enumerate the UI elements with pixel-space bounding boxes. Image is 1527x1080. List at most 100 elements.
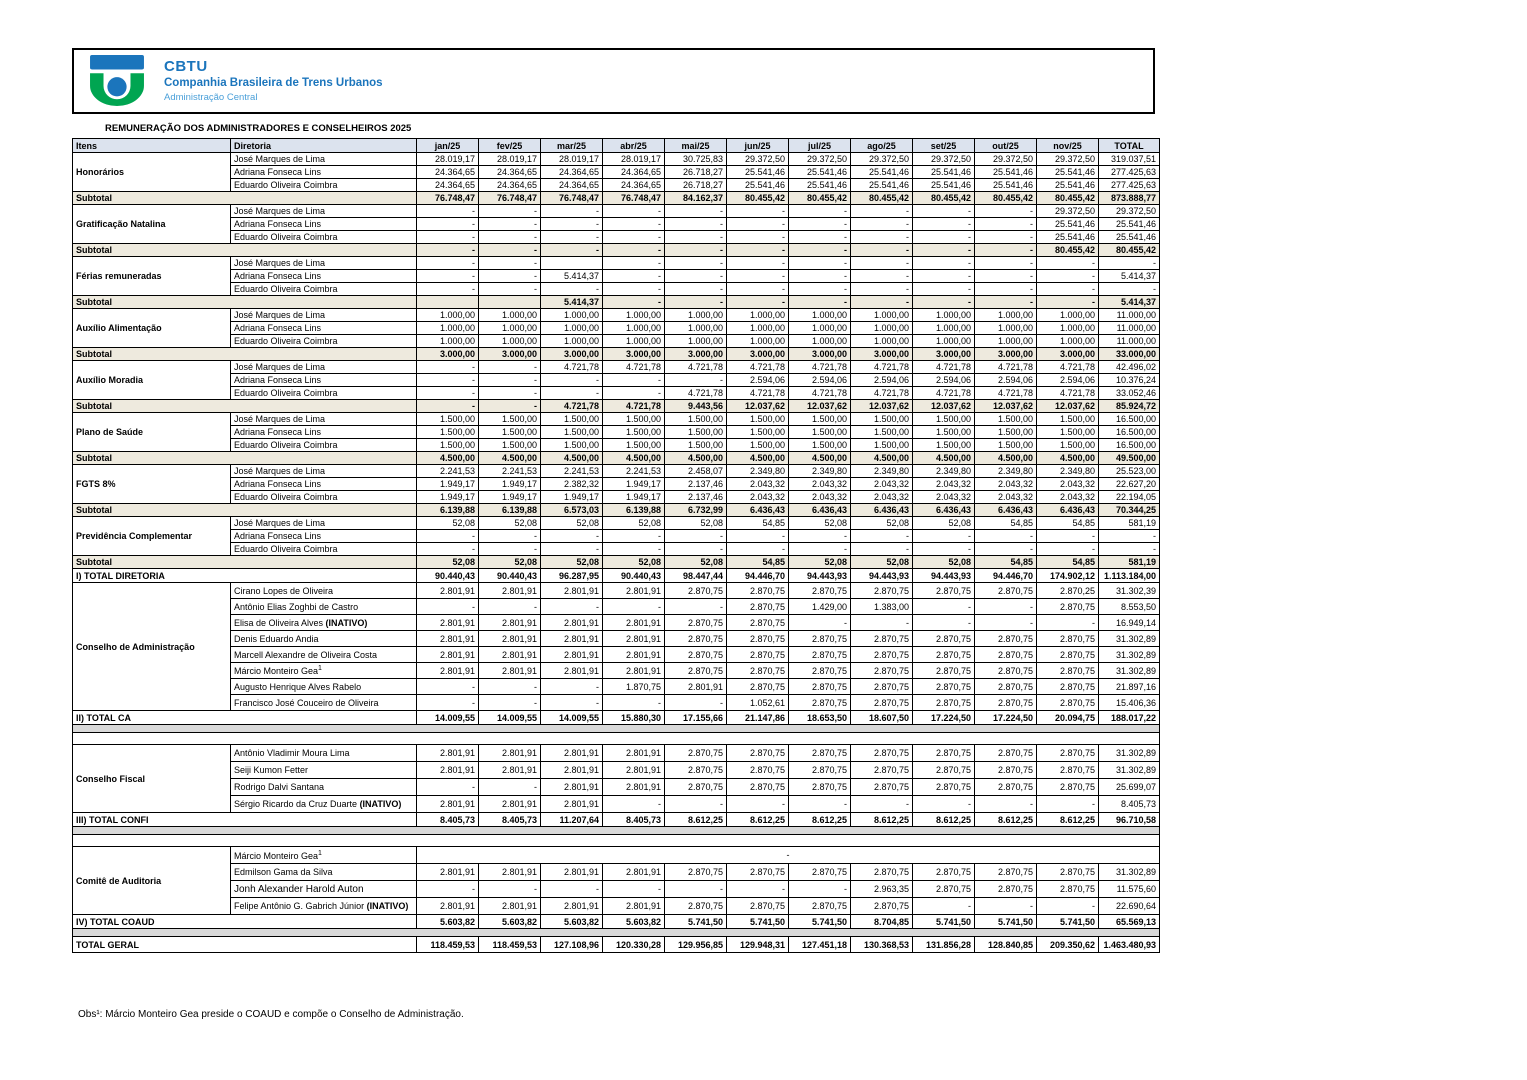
value-cell: 80.455,42 — [1036, 243, 1099, 257]
value-cell: 118.459,53 — [416, 936, 479, 953]
value-cell: 11.000,00 — [1098, 334, 1160, 348]
value-cell: 2.870,75 — [664, 761, 727, 779]
value-cell: 2.801,91 — [540, 744, 603, 762]
value-cell: 5.603,82 — [602, 914, 665, 929]
value-cell: 2.043,32 — [788, 477, 851, 491]
value-cell: 1.500,00 — [788, 438, 851, 452]
value-cell: 9.443,56 — [664, 399, 727, 413]
table-row: Honorários José Marques de Lima 28.019,17 2… — [72, 152, 1160, 192]
value-cell: 2.594,06 — [788, 373, 851, 387]
value-cell: 22.627,20 — [1098, 477, 1160, 491]
value-cell: 1.500,00 — [540, 425, 603, 439]
value-cell: 2.801,91 — [416, 761, 479, 779]
value-cell: 2.801,91 — [416, 863, 479, 881]
person-name-cell: Eduardo Oliveira Coimbra — [230, 282, 417, 296]
subtotal-row: Subtotal 76.748,47 76.748,47 76.748,47 76.74… — [72, 191, 1160, 205]
value-cell: 25.541,46 — [788, 178, 851, 192]
value-cell: 16.949,14 — [1098, 614, 1160, 631]
value-cell: 4.721,78 — [664, 386, 727, 400]
value-cell: 4.721,78 — [1036, 360, 1099, 374]
value-cell: 1.500,00 — [850, 438, 913, 452]
table-row: Férias remuneradas José Marques de Lima - -… — [72, 256, 1160, 296]
value-cell: - — [664, 373, 727, 387]
value-cell: 2.870,75 — [1036, 744, 1099, 762]
value-cell: - — [1036, 897, 1099, 915]
value-cell: 25.541,46 — [1036, 230, 1099, 244]
value-cell: - — [478, 880, 541, 898]
value-cell: 3.000,00 — [664, 347, 727, 361]
value-cell: 12.037,62 — [912, 399, 975, 413]
value-cell: 2.870,75 — [664, 582, 727, 599]
value-cell: 2.043,32 — [788, 490, 851, 504]
value-cell: 25.541,46 — [726, 178, 789, 192]
value-cell: 2.801,91 — [540, 646, 603, 663]
value-cell: - — [726, 243, 789, 257]
table-row: Adriana Fonseca Lins 1.000,00 1.000,00 1.00… — [73, 321, 1160, 335]
value-cell: 3.000,00 — [974, 347, 1037, 361]
spacer-cell — [72, 732, 1160, 745]
value-cell: 6.436,43 — [726, 503, 789, 517]
person-name-cell: Eduardo Oliveira Coimbra — [230, 334, 417, 348]
value-cell: - — [788, 542, 851, 556]
value-cell: 2.349,80 — [974, 464, 1037, 478]
person-name-cell: Denis Eduardo Andia — [230, 630, 417, 647]
table-row: Gratificação Natalina José Marques de Lim… — [72, 204, 1160, 244]
value-cell: 29.372,50 — [726, 152, 789, 166]
value-cell: - — [478, 360, 541, 374]
value-cell: 4.721,78 — [912, 360, 975, 374]
value-cell: 42.496,02 — [1098, 360, 1160, 374]
value-cell: 1.000,00 — [540, 321, 603, 335]
value-cell: - — [416, 678, 479, 695]
value-cell: 6.436,43 — [912, 503, 975, 517]
value-cell: 98.447,44 — [664, 568, 727, 583]
org-name: Companhia Brasileira de Trens Urbanos — [164, 76, 383, 89]
value-cell: 3.000,00 — [912, 347, 975, 361]
value-cell: 1.949,17 — [540, 490, 603, 504]
value-cell: 4.721,78 — [974, 386, 1037, 400]
value-cell: 21.897,16 — [1098, 678, 1160, 695]
table-row: Seiji Kumon Fetter 2.801,91 2.801,91 2.801,… — [73, 761, 1160, 779]
person-name-cell: José Marques de Lima — [230, 204, 417, 218]
value-cell: 2.870,75 — [912, 582, 975, 599]
value-cell: 1.500,00 — [478, 412, 541, 426]
value-cell: - — [726, 269, 789, 283]
value-cell: - — [788, 243, 851, 257]
table-row: Antônio Elias Zoghbi de Castro - - - - -2.870… — [73, 598, 1160, 615]
value-cell: - — [416, 269, 479, 283]
value-cell: 6.573,03 — [540, 503, 603, 517]
value-cell: 2.870,75 — [974, 694, 1037, 711]
value-cell: - — [664, 529, 727, 543]
value-cell: 1.500,00 — [1036, 412, 1099, 426]
value-cell: - — [602, 795, 665, 813]
value-cell: 26.718,27 — [664, 165, 727, 179]
value-cell: 30.725,83 — [664, 152, 727, 166]
remuneration-table: Itens Diretoria jan/25 fev/25 mar/25 abr/25 ma… — [72, 138, 1160, 953]
value-cell: 2.870,75 — [850, 646, 913, 663]
value-cell: - — [974, 204, 1037, 218]
value-cell: 1.949,17 — [602, 490, 665, 504]
value-cell: 8.405,73 — [602, 812, 665, 827]
value-cell: 2.870,75 — [1036, 646, 1099, 663]
value-cell: 1.500,00 — [974, 412, 1037, 426]
value-cell: 14.009,55 — [416, 710, 479, 725]
value-cell: - — [974, 256, 1037, 270]
value-cell: - — [478, 778, 541, 796]
value-cell: 4.721,78 — [540, 360, 603, 374]
value-cell: 26.718,27 — [664, 178, 727, 192]
value-cell: 54,85 — [974, 516, 1037, 530]
value-cell: 2.043,32 — [912, 490, 975, 504]
value-cell: 94.446,70 — [726, 568, 789, 583]
value-cell: 25.541,46 — [912, 165, 975, 179]
value-cell: - — [664, 598, 727, 615]
value-cell: 94.446,70 — [974, 568, 1037, 583]
value-cell: 11.000,00 — [1098, 321, 1160, 335]
value-cell: 2.043,32 — [850, 477, 913, 491]
value-cell: 18.607,50 — [850, 710, 913, 725]
value-cell: 31.302,39 — [1098, 582, 1160, 599]
value-cell: 25.541,46 — [788, 165, 851, 179]
value-cell: 2.801,91 — [540, 761, 603, 779]
value-cell: 4.500,00 — [850, 451, 913, 465]
value-cell: 2.382,32 — [540, 477, 603, 491]
value-cell: - — [540, 880, 603, 898]
value-cell: 5.741,50 — [726, 914, 789, 929]
